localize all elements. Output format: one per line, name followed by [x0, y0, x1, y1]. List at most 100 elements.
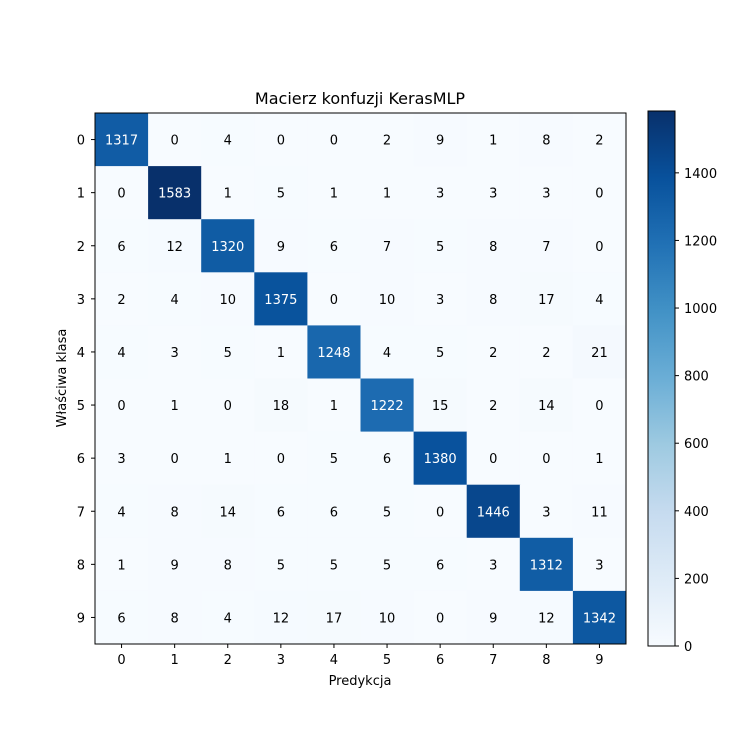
cell-value-label: 1222 — [371, 399, 404, 414]
heatmap-cell — [307, 537, 361, 592]
cell-value-label: 5 — [330, 452, 338, 467]
cell-value-label: 0 — [542, 452, 550, 467]
cell-value-label: 4 — [117, 505, 125, 520]
cell-value-label: 3 — [117, 452, 125, 467]
y-tick-label: 9 — [77, 611, 85, 626]
heatmap-cell — [413, 431, 468, 486]
cell-value-label: 1375 — [264, 293, 297, 308]
cell-value-label: 6 — [330, 240, 338, 255]
cell-value-label: 1317 — [105, 134, 138, 149]
heatmap-cell — [413, 325, 468, 379]
heatmap-cell — [360, 325, 415, 379]
heatmap-cell — [254, 219, 308, 273]
x-axis-label: Predykcja — [329, 674, 392, 689]
cell-value-label: 8 — [542, 134, 550, 149]
cell-value-label: 5 — [277, 558, 285, 573]
cell-value-label: 12 — [273, 611, 290, 626]
cell-value-label: 3 — [171, 346, 179, 361]
heatmap-cell — [307, 590, 361, 645]
heatmap-cell — [413, 537, 468, 592]
heatmap-cell — [466, 272, 521, 326]
x-tick-label: 7 — [489, 653, 497, 668]
cell-value-label: 0 — [595, 240, 603, 255]
heatmap-cell — [307, 166, 361, 220]
y-tick-label: 0 — [77, 134, 85, 149]
y-tick-label: 7 — [77, 505, 85, 520]
heatmap-cell — [201, 166, 255, 220]
heatmap-cell — [254, 484, 308, 539]
heatmap-cell — [572, 166, 627, 220]
heatmap-cell — [254, 590, 308, 645]
cell-value-label: 0 — [436, 611, 444, 626]
heatmap-cell — [201, 378, 255, 433]
y-tick-label: 4 — [77, 346, 85, 361]
heatmap-cell — [572, 219, 627, 273]
heatmap-cell — [201, 272, 255, 326]
heatmap-cell — [519, 484, 574, 539]
cell-value-label: 8 — [489, 293, 497, 308]
x-axis-ticks: 0 1 2 3 4 5 6 7 8 9 — [117, 644, 604, 668]
cell-value-label: 0 — [224, 399, 232, 414]
heatmap-cell — [254, 272, 308, 326]
x-tick-label: 2 — [224, 653, 232, 668]
heatmap-cell — [148, 325, 202, 379]
heatmap-cell — [307, 325, 361, 379]
cell-value-label: 21 — [591, 346, 608, 361]
cell-value-label: 10 — [379, 611, 396, 626]
cell-value-label: 6 — [383, 452, 391, 467]
cell-value-label: 10 — [219, 293, 236, 308]
heatmap-cell — [201, 431, 255, 486]
heatmap-cell — [519, 325, 574, 379]
cell-value-label: 14 — [219, 505, 236, 520]
heatmap-cell — [307, 272, 361, 326]
cell-value-label: 0 — [330, 293, 338, 308]
heatmap-cell — [466, 537, 521, 592]
cell-value-label: 1 — [489, 134, 497, 149]
cell-value-label: 2 — [595, 134, 603, 149]
heatmap-cell — [307, 219, 361, 273]
heatmap-cell — [413, 272, 468, 326]
heatmap-cell — [360, 113, 415, 167]
heatmap-cell — [254, 378, 308, 433]
heatmap-cell — [360, 537, 415, 592]
cell-value-label: 18 — [273, 399, 290, 414]
heatmap-cell — [519, 113, 574, 167]
heatmap-cell — [519, 166, 574, 220]
heatmap-cell — [572, 378, 627, 433]
colorbar — [647, 110, 676, 647]
heatmap-cell — [519, 272, 574, 326]
x-tick-label: 3 — [277, 653, 285, 668]
heatmap-cell — [572, 272, 627, 326]
cell-value-label: 0 — [171, 452, 179, 467]
heatmap-cell — [95, 537, 149, 592]
heatmap-cell — [254, 113, 308, 167]
cell-value-label: 6 — [277, 505, 285, 520]
heatmap-cell — [95, 272, 149, 326]
cell-value-label: 9 — [171, 558, 179, 573]
cell-value-label: 1342 — [583, 611, 616, 626]
cell-value-label: 1320 — [211, 240, 244, 255]
heatmap-cell — [148, 219, 202, 273]
x-tick-label: 1 — [171, 653, 179, 668]
heatmap-cell — [466, 378, 521, 433]
heatmap-cell — [148, 113, 202, 167]
heatmap-cell — [572, 537, 627, 592]
y-tick-label: 1 — [77, 187, 85, 202]
cell-value-label: 1 — [277, 346, 285, 361]
cell-value-label: 6 — [117, 611, 125, 626]
heatmap-cell — [148, 537, 202, 592]
colorbar-tick-label: 600 — [684, 437, 709, 452]
heatmap-cell — [413, 219, 468, 273]
cell-value-label: 1 — [117, 558, 125, 573]
heatmap-cell — [307, 378, 361, 433]
cell-value-label: 4 — [224, 134, 232, 149]
x-tick-label: 4 — [330, 653, 338, 668]
cell-value-label: 2 — [489, 399, 497, 414]
cell-value-label: 5 — [436, 346, 444, 361]
cell-value-label: 5 — [277, 187, 285, 202]
cell-value-label: 2 — [383, 134, 391, 149]
heatmap-cell — [201, 113, 255, 167]
cell-value-label: 3 — [542, 187, 550, 202]
colorbar-ticks: 0 200 400 600 800 1000 1200 1400 — [675, 167, 717, 655]
